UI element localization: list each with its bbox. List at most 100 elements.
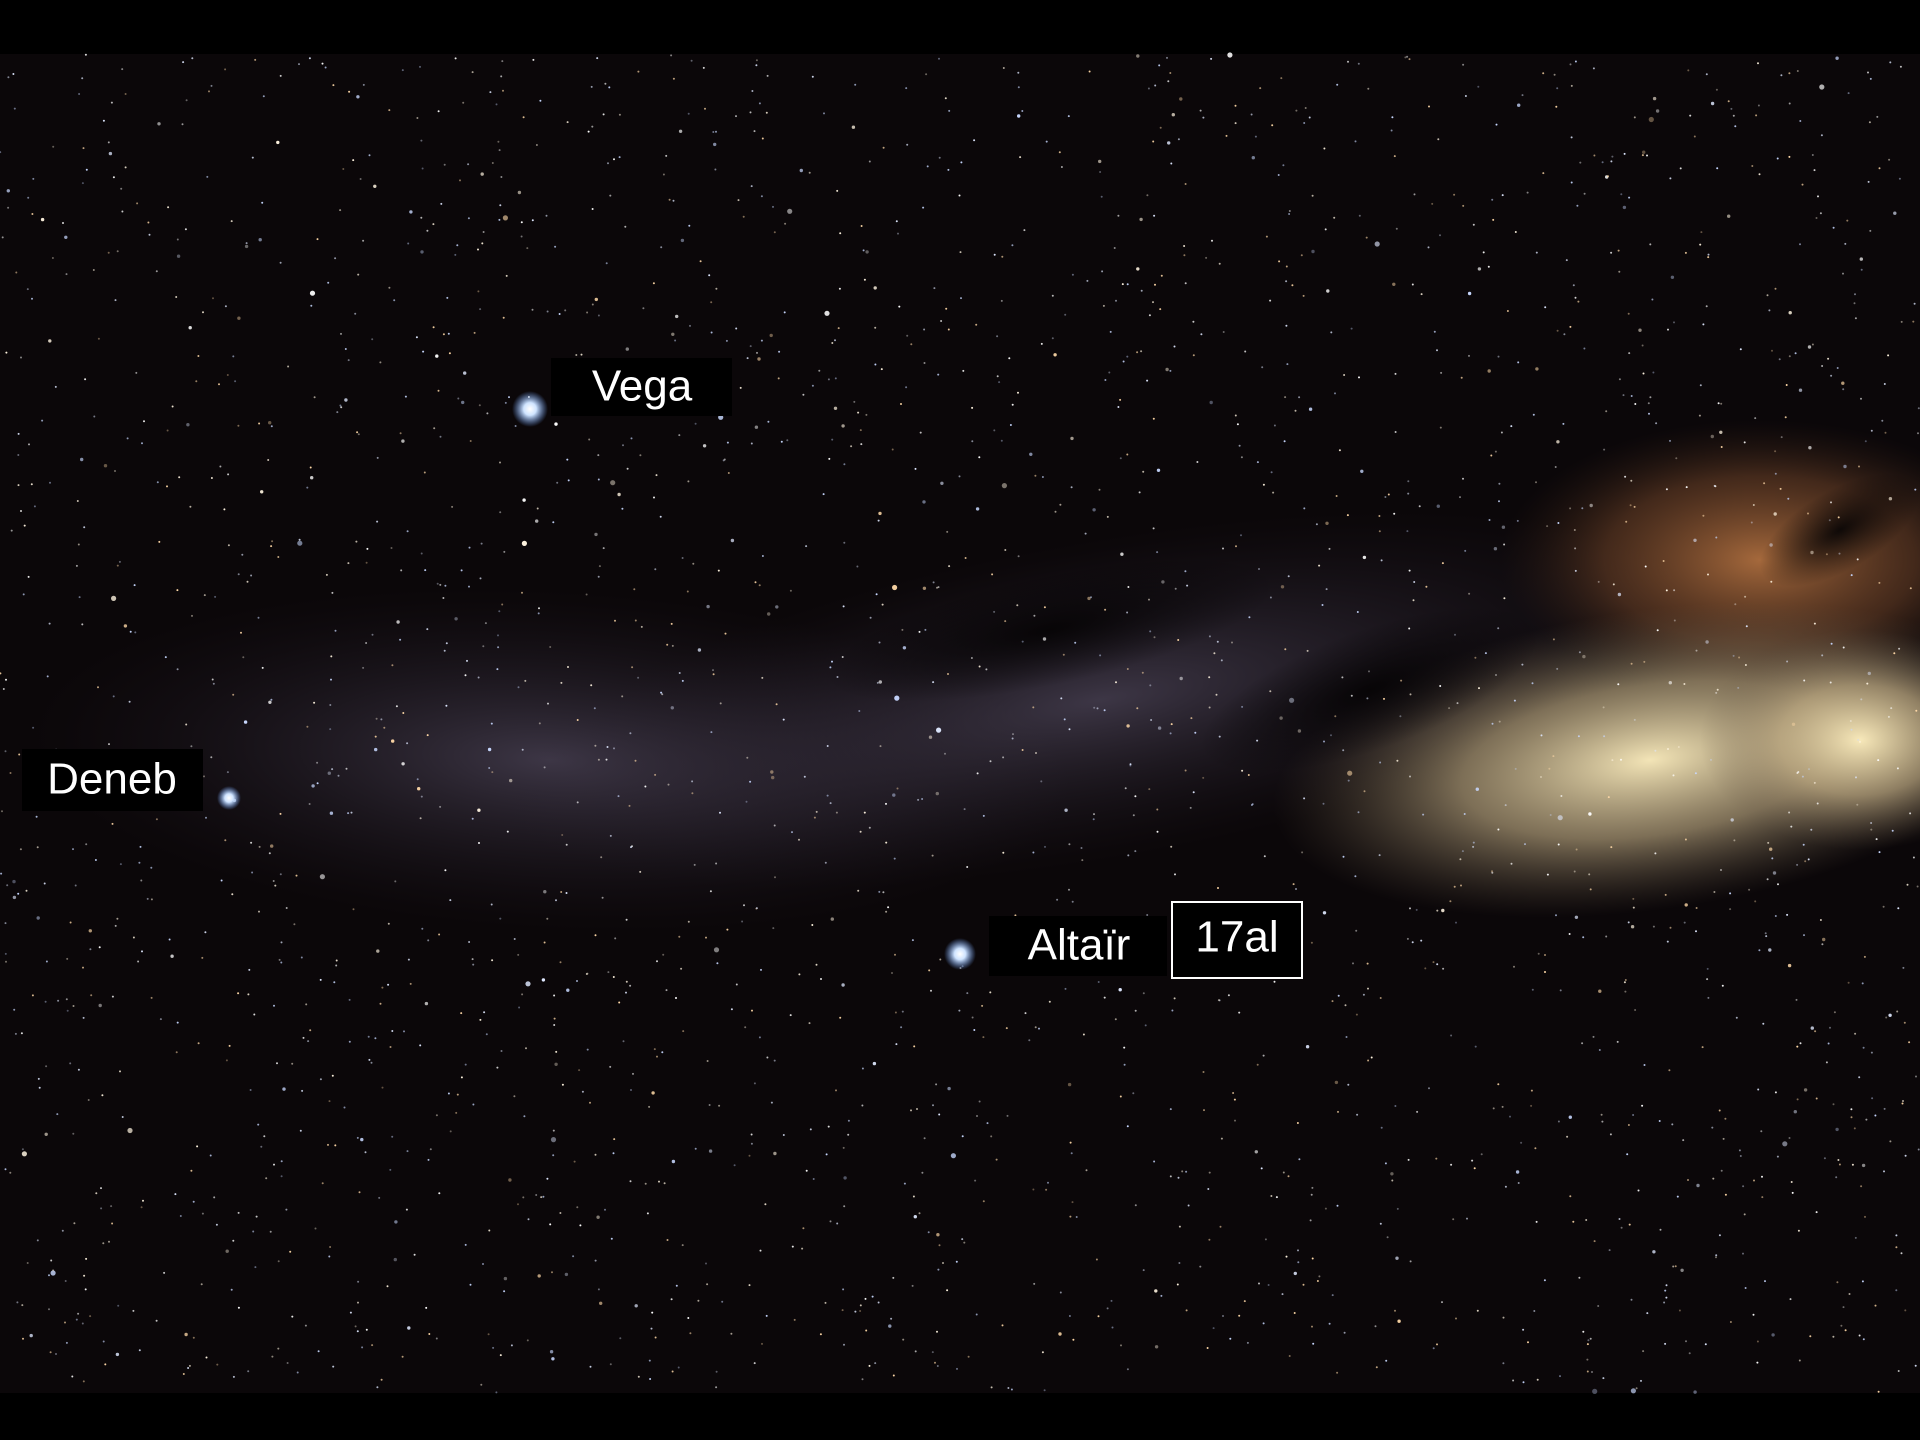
star [457,1094,459,1096]
star [1326,588,1328,590]
star [790,590,792,592]
star [183,1373,185,1375]
star [273,1005,275,1007]
star [1367,1060,1369,1062]
star [1760,1130,1762,1132]
star [1788,72,1790,74]
star [193,1201,195,1203]
star [775,605,778,608]
star [393,299,395,301]
star [1307,650,1309,652]
star [258,423,260,425]
star [1711,435,1714,438]
star [1502,194,1504,196]
star [23,593,25,595]
star [1680,1269,1683,1272]
star [1586,1359,1588,1361]
star [1643,373,1645,375]
star [1038,1028,1040,1030]
star [1381,1127,1383,1129]
star [48,1274,50,1276]
star [457,398,459,400]
star [515,425,517,427]
star [1771,857,1773,859]
star [553,995,555,997]
star [1439,685,1441,687]
star [232,355,234,357]
star [578,1069,580,1071]
star [1802,776,1804,778]
star [1810,551,1813,554]
star [1610,846,1612,848]
star [1379,530,1381,532]
star [1497,829,1499,831]
star [361,1346,363,1348]
star [1441,909,1444,912]
star [990,1135,992,1137]
star [535,519,538,522]
star [501,604,503,606]
star [761,340,763,342]
star [238,573,240,575]
star [1502,1362,1504,1364]
star [1495,674,1497,676]
star [968,1356,970,1358]
star [357,1281,359,1283]
star [1652,1250,1655,1253]
star [1587,1371,1589,1373]
star [1310,1219,1312,1221]
star [1002,756,1004,758]
star [331,768,333,770]
star [340,333,342,335]
star [1898,648,1900,650]
star [1119,988,1122,991]
star [1034,475,1036,477]
star [812,76,814,78]
star [1601,1114,1603,1116]
star [1854,302,1856,304]
star [688,921,690,923]
star [638,1376,640,1378]
star [1235,545,1237,547]
star [352,159,354,161]
star [784,311,786,313]
star [1541,734,1543,736]
star [916,1108,918,1110]
star [281,1175,283,1177]
star [812,385,814,387]
star [1817,803,1819,805]
star [1471,1160,1473,1162]
star [778,377,780,379]
star [1546,525,1548,527]
star [744,1026,746,1028]
star [271,425,273,427]
star [1540,776,1542,778]
star [945,97,947,99]
star [850,445,852,447]
star [1228,994,1230,996]
star [1558,1121,1560,1123]
star [1763,482,1765,484]
star [273,880,275,882]
star [824,311,829,316]
star [1408,1159,1410,1161]
star [1136,54,1139,57]
star [1744,1213,1746,1215]
star [823,493,825,495]
star [1812,344,1814,346]
star [754,1082,756,1084]
star [956,1368,958,1370]
star [1006,1027,1008,1029]
star [1053,353,1056,356]
star [707,1060,709,1062]
star [1514,700,1516,702]
star [1557,522,1559,524]
star [481,242,483,244]
star [1312,1258,1314,1260]
star [642,307,644,309]
star [1049,1001,1051,1003]
star [500,75,502,77]
star [935,1083,937,1085]
star [834,407,837,410]
star [1835,1128,1838,1131]
